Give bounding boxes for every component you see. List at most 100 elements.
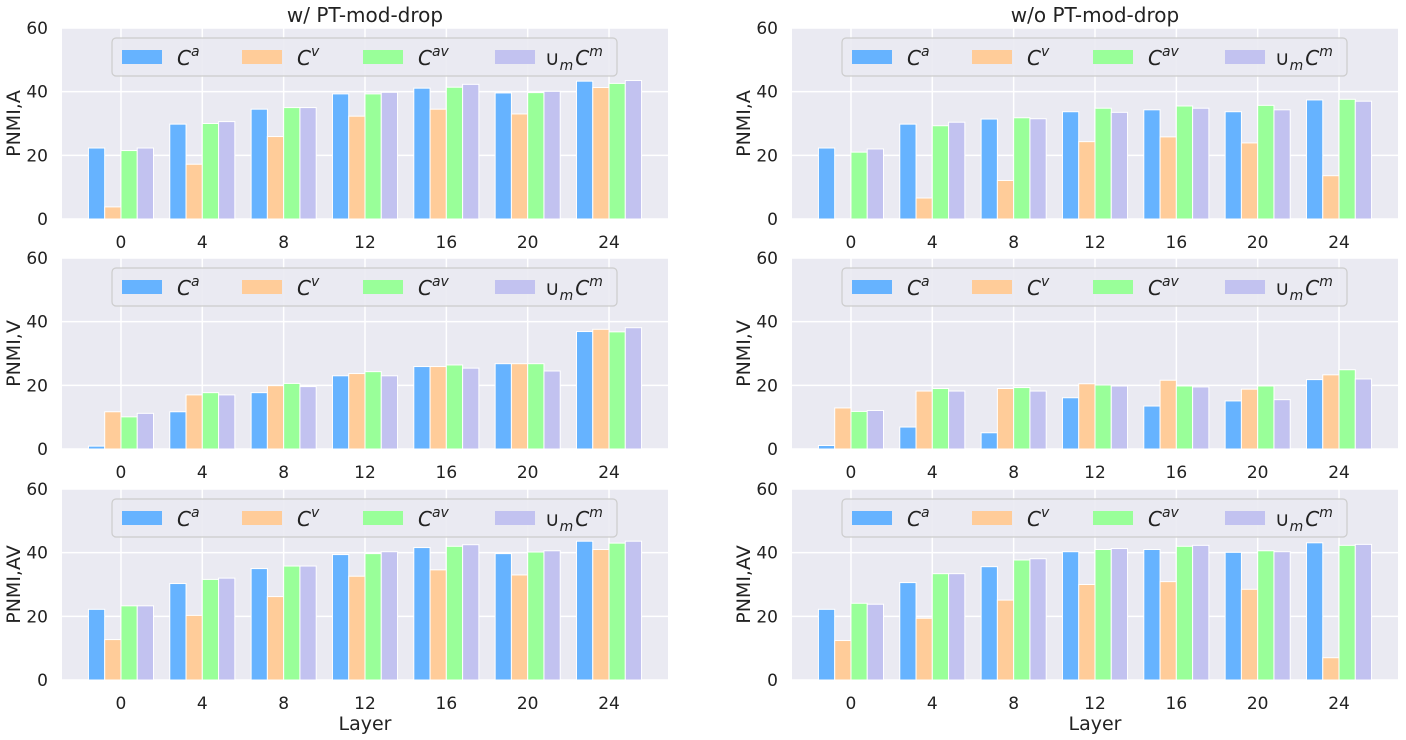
- bar-∪_m C^m-8: [1029, 558, 1047, 681]
- bar-C^v-8: [266, 136, 285, 220]
- y-tick-label: 40: [756, 313, 778, 333]
- bar-C^v-16: [1159, 136, 1177, 220]
- legend-swatch: [363, 280, 403, 294]
- legend-label: Cav: [1148, 274, 1180, 300]
- chart-panel-row1-left: 0 20 40 60 0 4 8 12 16 20 24 PNMI,A w/ PT-mod-drop Ca…: [3, 3, 668, 253]
- legend-label: Ca: [177, 44, 200, 70]
- bar-C^a-8: [980, 566, 998, 681]
- bar-∪_m C^m-4: [218, 394, 236, 450]
- x-tick-label: 0: [116, 233, 127, 253]
- bar-∪_m C^m-4: [218, 577, 236, 681]
- bar-∪_m C^m-20: [1273, 551, 1291, 681]
- bar-C^a-0: [87, 445, 106, 450]
- legend-swatch: [122, 280, 162, 294]
- bar-C^a-4: [169, 583, 187, 681]
- legend: Ca Cv Cav ∪m Cm: [841, 498, 1348, 538]
- bar-∪_m C^m-16: [462, 83, 480, 220]
- x-tick-label: 16: [1166, 694, 1188, 714]
- bar-C^av-20: [1257, 550, 1275, 681]
- bar-∪_m C^m-4: [948, 121, 966, 220]
- legend-label: ∪m Cm: [1275, 44, 1333, 74]
- bar-∪_m C^m-24: [624, 327, 643, 450]
- x-tick-label: 8: [278, 694, 289, 714]
- bar-∪_m C^m-24: [624, 80, 643, 220]
- bar-C^a-20: [1224, 551, 1242, 681]
- x-tick-label: 20: [517, 463, 539, 483]
- legend-swatch: [972, 511, 1012, 525]
- bar-C^v-24: [592, 328, 610, 450]
- x-tick-label: 12: [1084, 233, 1106, 253]
- bar-C^av-20: [1257, 385, 1275, 450]
- bar-C^a-8: [250, 392, 268, 450]
- bar-C^av-4: [931, 573, 950, 681]
- bar-C^a-24: [575, 80, 594, 220]
- y-axis-label: PNMI,A: [3, 90, 25, 157]
- bar-C^av-4: [931, 388, 950, 450]
- x-tick-label: 16: [1166, 233, 1188, 253]
- bar-C^a-20: [494, 92, 512, 220]
- y-tick-label: 0: [767, 671, 778, 691]
- bar-C^a-20: [1224, 111, 1242, 220]
- x-tick-label: 12: [354, 463, 376, 483]
- bar-C^a-16: [413, 547, 431, 681]
- x-axis-label: Layer: [1069, 713, 1122, 735]
- y-axis-label: PNMI,A: [733, 90, 755, 157]
- chart-panel-row2-left: 0 20 40 60 0 4 8 12 16 20 24 PNMI,V Ca Cv Cav ∪m Cm: [3, 249, 668, 483]
- chart-panel-row3-left: 0 20 40 60 0 4 8 12 16 20 24 PNMI,AV Layer Ca Cv Cav ∪m C…: [3, 480, 668, 735]
- bar-C^a-12: [1061, 551, 1080, 681]
- legend-swatch: [1225, 511, 1265, 525]
- x-tick-label: 12: [354, 233, 376, 253]
- bar-C^v-12: [348, 575, 366, 681]
- bar-∪_m C^m-8: [299, 107, 317, 220]
- bar-C^a-16: [413, 87, 431, 220]
- chart-title: w/ PT-mod-drop: [287, 3, 443, 27]
- bar-∪_m C^m-20: [543, 550, 561, 681]
- chart-panel-row1-right: 0 20 40 60 0 4 8 12 16 20 24 PNMI,A w/o PT-mod-drop C…: [733, 3, 1398, 253]
- legend-label: Ca: [177, 274, 200, 300]
- bar-C^a-0: [87, 608, 106, 681]
- x-tick-label: 24: [598, 694, 620, 714]
- legend-swatch: [1093, 50, 1133, 64]
- legend-label: Cav: [1148, 505, 1180, 531]
- bar-C^a-0: [87, 147, 106, 220]
- x-tick-label: 24: [598, 233, 620, 253]
- bar-C^a-16: [413, 366, 431, 450]
- bar-C^av-8: [1013, 117, 1031, 220]
- bar-C^av-8: [1013, 559, 1031, 681]
- bar-C^a-4: [169, 123, 187, 220]
- bar-C^v-12: [348, 373, 366, 450]
- y-tick-label: 0: [37, 440, 48, 460]
- legend-swatch: [852, 511, 892, 525]
- bar-C^av-8: [283, 107, 301, 220]
- bar-∪_m C^m-12: [1110, 548, 1129, 681]
- chart-panel-row2-right: 0 20 40 60 0 4 8 12 16 20 24 PNMI,V Ca Cv Cav ∪m Cm: [733, 249, 1398, 483]
- bar-∪_m C^m-24: [1354, 100, 1373, 220]
- x-tick-label: 4: [197, 463, 208, 483]
- bar-∪_m C^m-4: [948, 573, 966, 681]
- y-axis-label: PNMI,V: [3, 320, 25, 387]
- bar-C^v-16: [429, 366, 447, 450]
- bar-C^av-16: [445, 364, 464, 450]
- bar-C^av-24: [608, 82, 626, 220]
- y-tick-label: 20: [756, 607, 778, 627]
- y-axis-label: PNMI,V: [733, 320, 755, 387]
- legend-swatch: [852, 50, 892, 64]
- legend-label: ∪m Cm: [1275, 505, 1333, 535]
- bar-C^a-4: [169, 411, 187, 450]
- bar-C^v-4: [185, 163, 203, 220]
- bar-C^a-24: [1305, 379, 1324, 450]
- x-tick-label: 0: [846, 233, 857, 253]
- legend: Ca Cv Cav ∪m Cm: [111, 267, 618, 307]
- chart-title: w/o PT-mod-drop: [1011, 3, 1179, 27]
- x-tick-label: 24: [1328, 463, 1350, 483]
- bar-∪_m C^m-20: [1273, 399, 1291, 450]
- bar-C^v-0: [834, 640, 852, 681]
- bar-C^av-16: [445, 86, 464, 220]
- legend-label: Cv: [297, 274, 320, 300]
- bar-∪_m C^m-16: [1192, 107, 1210, 220]
- bar-C^av-0: [850, 151, 868, 220]
- bar-∪_m C^m-12: [380, 91, 399, 220]
- chart-panel-row3-right: 0 20 40 60 0 4 8 12 16 20 24 PNMI,AV Layer Ca Cv Cav ∪m C…: [733, 480, 1398, 735]
- x-tick-label: 20: [1247, 694, 1269, 714]
- bar-C^av-24: [1338, 544, 1356, 681]
